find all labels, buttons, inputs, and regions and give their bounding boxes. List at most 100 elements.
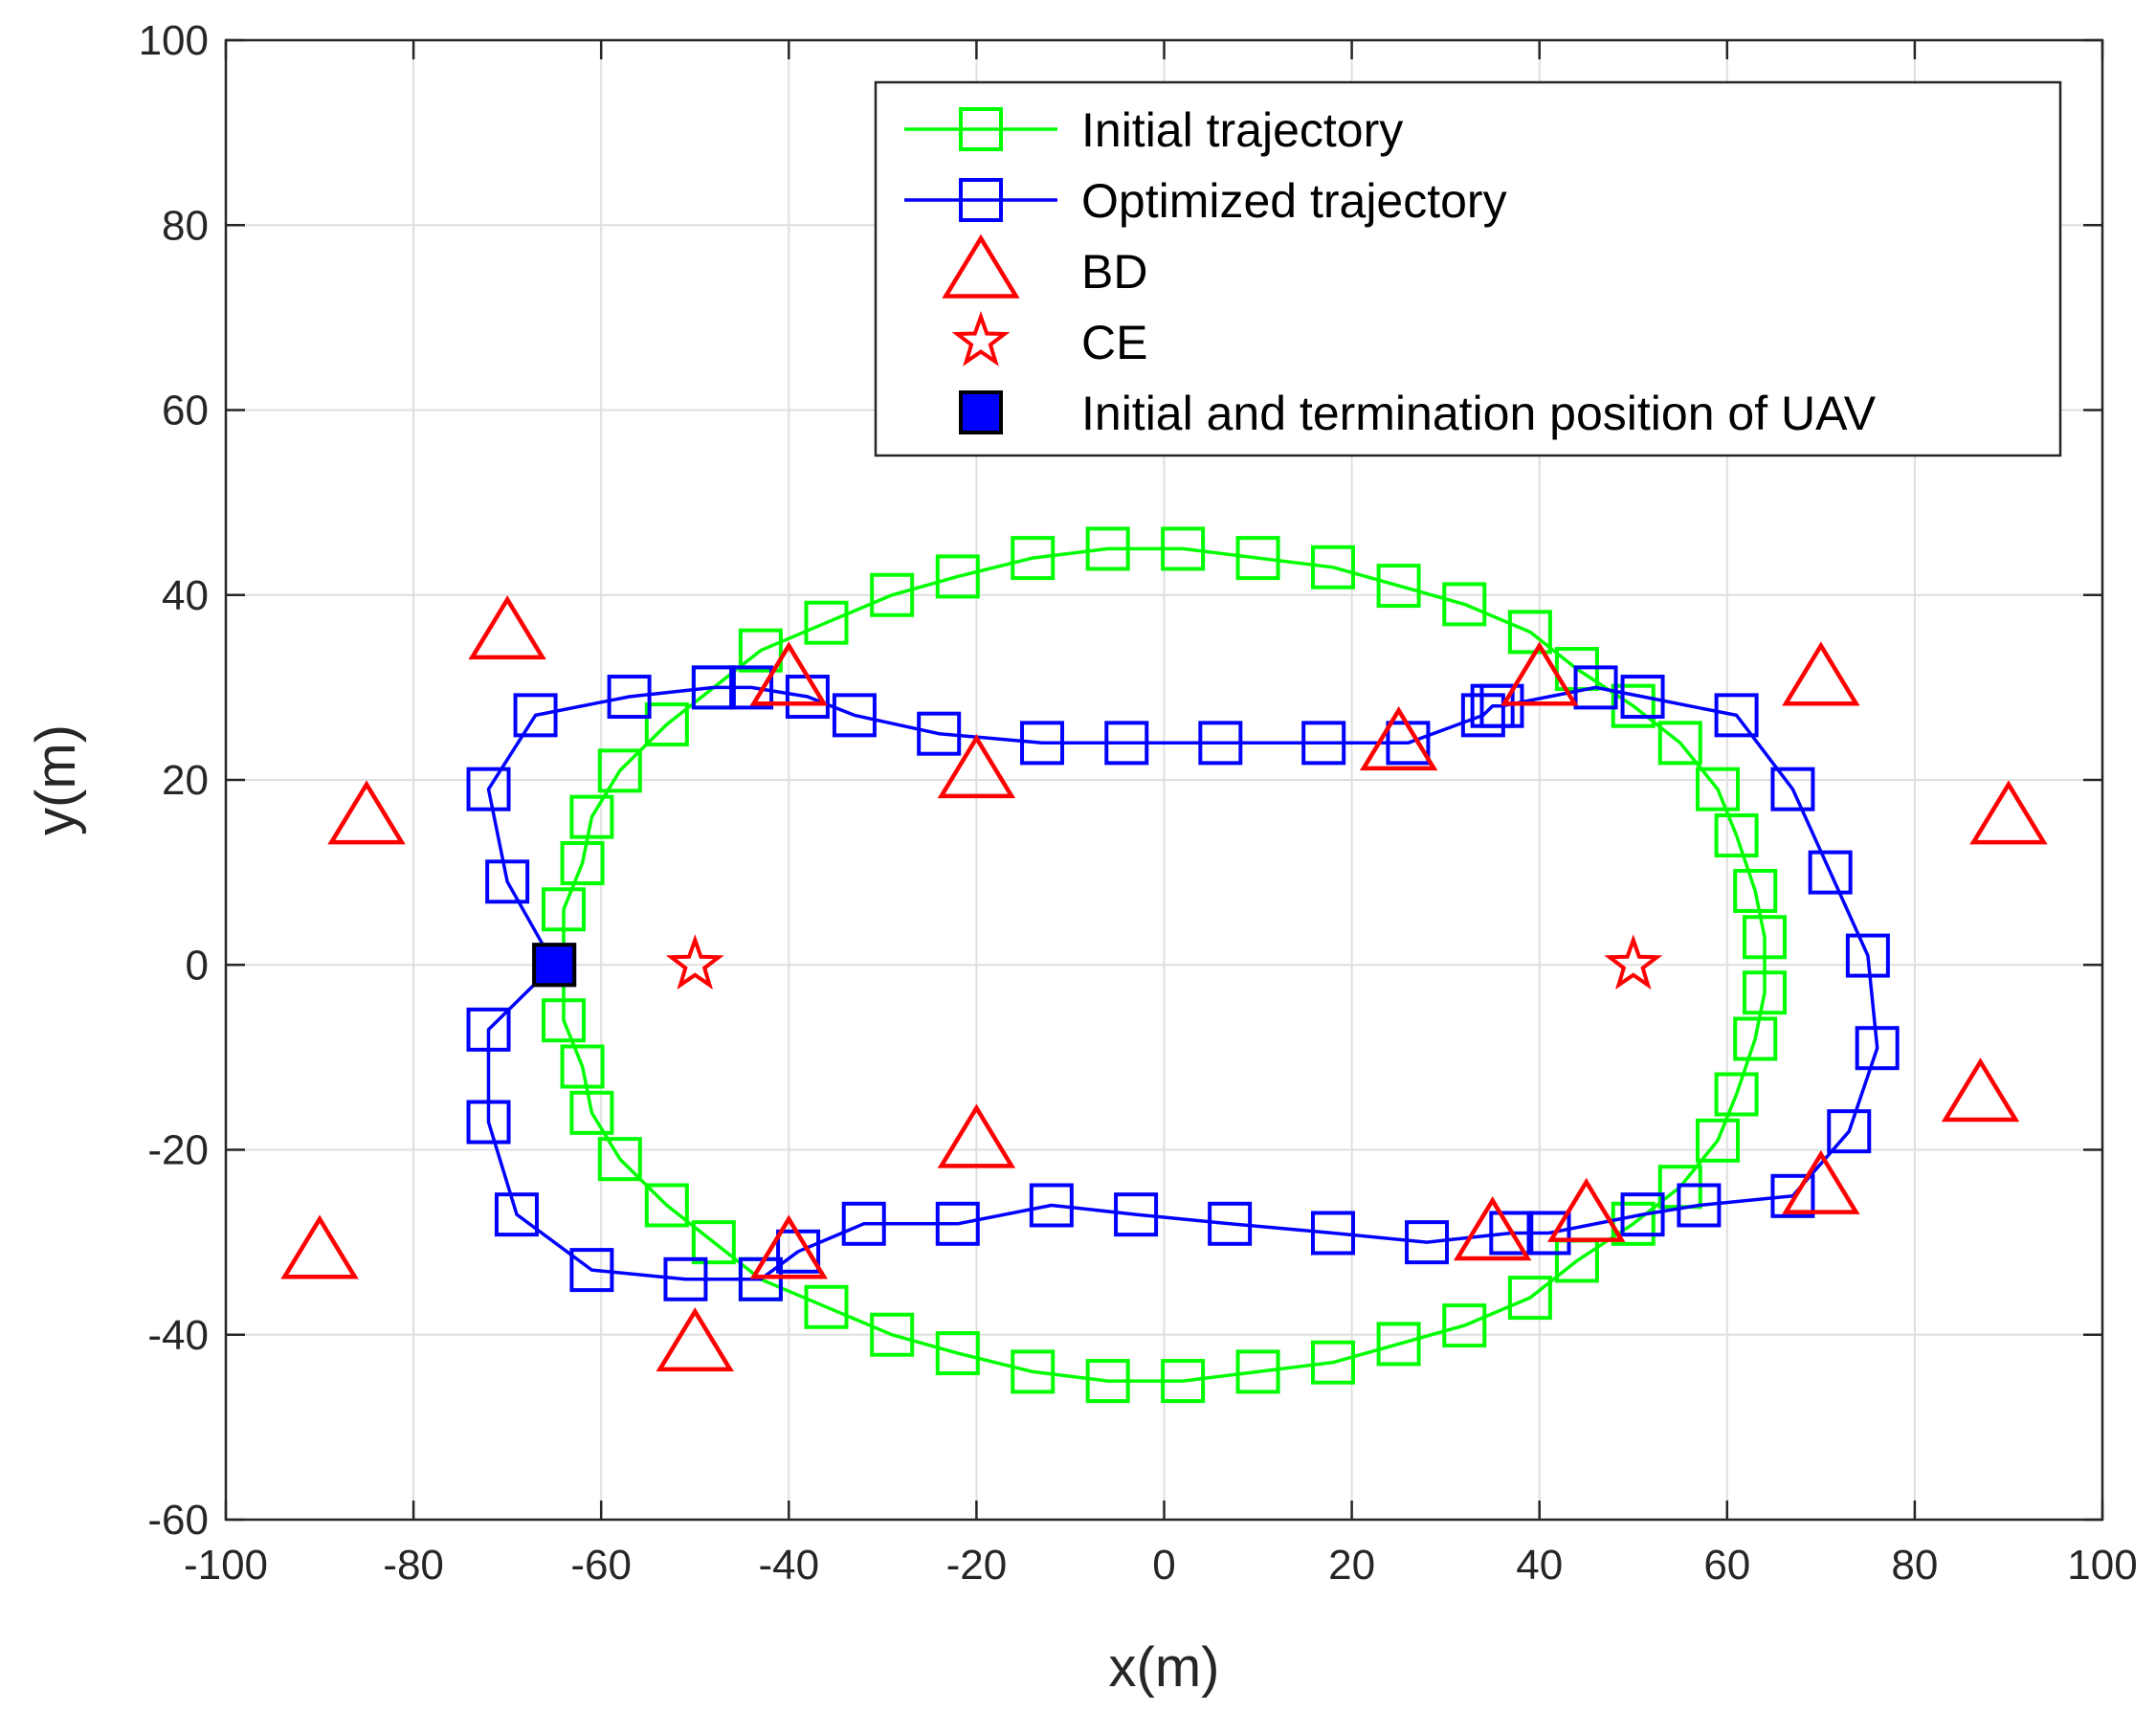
data-point-square <box>1743 970 1788 1015</box>
x-tick-label: -80 <box>383 1542 444 1589</box>
data-point-square <box>494 1192 539 1237</box>
y-tick-label: 20 <box>162 757 209 804</box>
data-point-square <box>1733 868 1778 913</box>
data-point-square <box>1573 665 1618 710</box>
data-point-star <box>1604 934 1663 990</box>
data-point-square <box>1507 610 1552 655</box>
data-point-square <box>1770 1173 1815 1218</box>
data-point-square <box>513 693 558 738</box>
data-point-square <box>1208 1201 1253 1246</box>
data-point-square <box>935 1201 980 1246</box>
data-point-square <box>541 998 586 1043</box>
data-point-square <box>1526 1211 1571 1256</box>
data-point-square <box>1677 1183 1722 1228</box>
legend-label: Initial trajectory <box>1081 103 1403 157</box>
legend-marker <box>942 233 1020 299</box>
data-point-square <box>663 1256 708 1301</box>
data-point-square <box>935 1331 980 1376</box>
data-point-square <box>560 840 605 885</box>
data-point-square <box>569 1090 614 1135</box>
data-point-square <box>738 628 783 673</box>
data-point-square <box>466 767 511 812</box>
data-point-triangle <box>327 780 406 845</box>
data-point-square <box>560 1044 605 1089</box>
data-point-square <box>597 1137 642 1182</box>
data-point-square <box>569 1248 614 1293</box>
data-point-square <box>485 859 530 904</box>
series-ce <box>665 934 1663 990</box>
data-point-square <box>466 1100 511 1145</box>
legend-label: Optimized trajectory <box>1081 174 1507 228</box>
data-point-square <box>1507 1276 1552 1321</box>
data-point-triangle <box>468 595 546 660</box>
data-point-filled-square <box>532 943 577 988</box>
data-point-square <box>1620 1192 1665 1237</box>
y-tick-label: 40 <box>162 572 209 619</box>
data-point-triangle <box>1500 641 1579 706</box>
data-point-triangle <box>280 1214 359 1279</box>
y-tick-label: -60 <box>147 1497 209 1544</box>
series-initial-trajectory <box>541 526 1788 1404</box>
data-point-square <box>1198 721 1243 766</box>
legend: Initial trajectory Optimized trajectory BD… <box>874 80 2062 457</box>
data-point-square <box>1770 767 1815 812</box>
x-tick-label: 20 <box>1328 1542 1375 1589</box>
data-point-square <box>1743 915 1788 960</box>
data-point-square <box>569 794 614 839</box>
axis-ticks: -100 -80 -60 -40 -20 0 20 40 60 80 100 -60 -40 -20 0 20… <box>139 17 2138 1589</box>
data-point-square <box>1301 721 1346 766</box>
data-point-triangle <box>1782 1149 1860 1214</box>
legend-label: BD <box>1081 245 1147 299</box>
legend-label: CE <box>1081 316 1147 369</box>
legend-label: Initial and termination position of UAV <box>1081 387 1877 440</box>
data-point-square <box>1714 812 1759 857</box>
data-point-square <box>917 711 962 756</box>
data-point-square <box>1085 1359 1130 1404</box>
x-tick-label: -60 <box>570 1542 632 1589</box>
data-point-square <box>1310 545 1355 589</box>
data-point-square <box>597 748 642 793</box>
data-point-triangle <box>656 1307 734 1372</box>
series-line <box>486 685 1879 1281</box>
data-point-square <box>804 600 849 645</box>
data-point-triangle <box>937 733 1016 799</box>
data-point-square <box>1085 526 1130 571</box>
data-point-square <box>1310 1211 1355 1256</box>
data-point-square <box>607 675 652 720</box>
data-point-square <box>1695 1118 1740 1163</box>
x-tick-label: 0 <box>1152 1542 1175 1589</box>
data-point-square <box>1376 564 1421 609</box>
data-point-square <box>1310 1340 1355 1385</box>
x-tick-label: 40 <box>1516 1542 1563 1589</box>
y-tick-label: -20 <box>147 1127 209 1174</box>
data-point-square <box>1714 693 1759 738</box>
data-point-square <box>466 1007 511 1052</box>
series-bd <box>280 595 2048 1372</box>
legend-marker <box>959 107 1003 151</box>
data-point-square <box>870 1312 915 1357</box>
x-tick-label: 100 <box>2067 1542 2137 1589</box>
x-tick-label: 60 <box>1703 1542 1750 1589</box>
data-point-triangle <box>749 641 829 706</box>
data-point-square <box>1161 1359 1206 1404</box>
x-tick-label: -100 <box>184 1542 268 1589</box>
data-point-square <box>1235 1349 1280 1394</box>
data-point-square <box>1376 1322 1421 1367</box>
data-point-square <box>541 887 586 932</box>
y-tick-label: 60 <box>162 388 209 434</box>
data-point-square <box>644 1183 689 1228</box>
data-point-square <box>1845 933 1890 978</box>
data-point-square <box>1657 721 1702 766</box>
data-point-square <box>1479 683 1524 728</box>
data-point-square <box>1104 721 1149 766</box>
data-point-triangle <box>1941 1057 2020 1123</box>
data-point-square <box>738 1256 783 1301</box>
x-tick-label: -40 <box>759 1542 820 1589</box>
legend-box <box>874 80 2062 457</box>
data-point-star <box>665 934 724 990</box>
data-point-square <box>1114 1192 1159 1237</box>
y-tick-label: 80 <box>162 202 209 249</box>
data-point-triangle <box>1969 780 2048 845</box>
data-point-square <box>1695 767 1740 812</box>
